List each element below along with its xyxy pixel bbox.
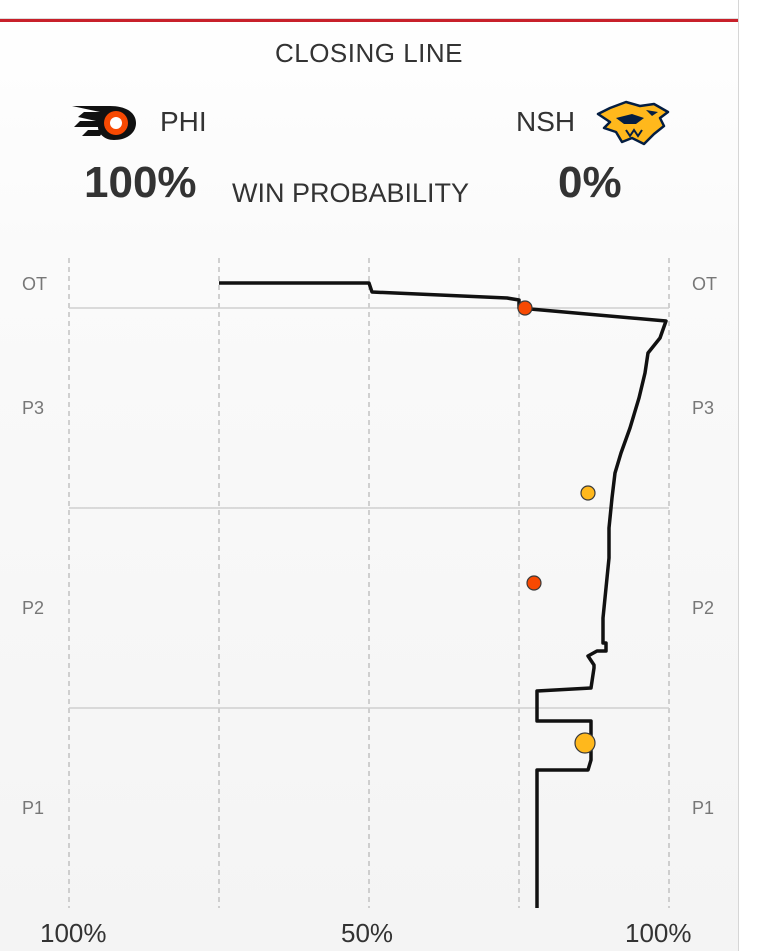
period-label-ot-left: OT (22, 274, 47, 294)
nsh-goal-marker (580, 485, 596, 501)
header-accent-bar (0, 19, 738, 22)
home-win-pct: 100% (84, 158, 197, 207)
phi-goal-marker (517, 300, 533, 316)
nsh-goal-marker (574, 732, 596, 754)
period-label-p2-right: P2 (692, 598, 715, 618)
home-team-abbr: PHI (160, 106, 207, 137)
x-tick-right: 100% (625, 918, 692, 948)
x-tick-center: 50% (341, 918, 394, 948)
period-label-p3-left: P3 (22, 398, 45, 418)
win-probability-label: WIN PROBABILITY (232, 178, 470, 208)
period-label-p1-left: P1 (22, 798, 45, 818)
period-label-p1-right: P1 (692, 798, 715, 818)
predators-logo-icon (596, 100, 670, 146)
phi-goal-marker (526, 575, 542, 591)
goal-markers (517, 300, 596, 754)
period-label-ot-right: OT (692, 274, 717, 294)
flyers-logo-icon (72, 106, 136, 140)
away-win-pct: 0% (558, 158, 622, 207)
period-label-p3-right: P3 (692, 398, 715, 418)
win-probability-chart (68, 258, 670, 908)
win-probability-line (219, 281, 668, 908)
top-strip (0, 0, 738, 19)
chart-title: CLOSING LINE (274, 38, 464, 68)
x-tick-left: 100% (40, 918, 107, 948)
period-label-p2-left: P2 (22, 598, 45, 618)
chart-grid (68, 258, 670, 908)
away-team-abbr: NSH (516, 106, 576, 137)
